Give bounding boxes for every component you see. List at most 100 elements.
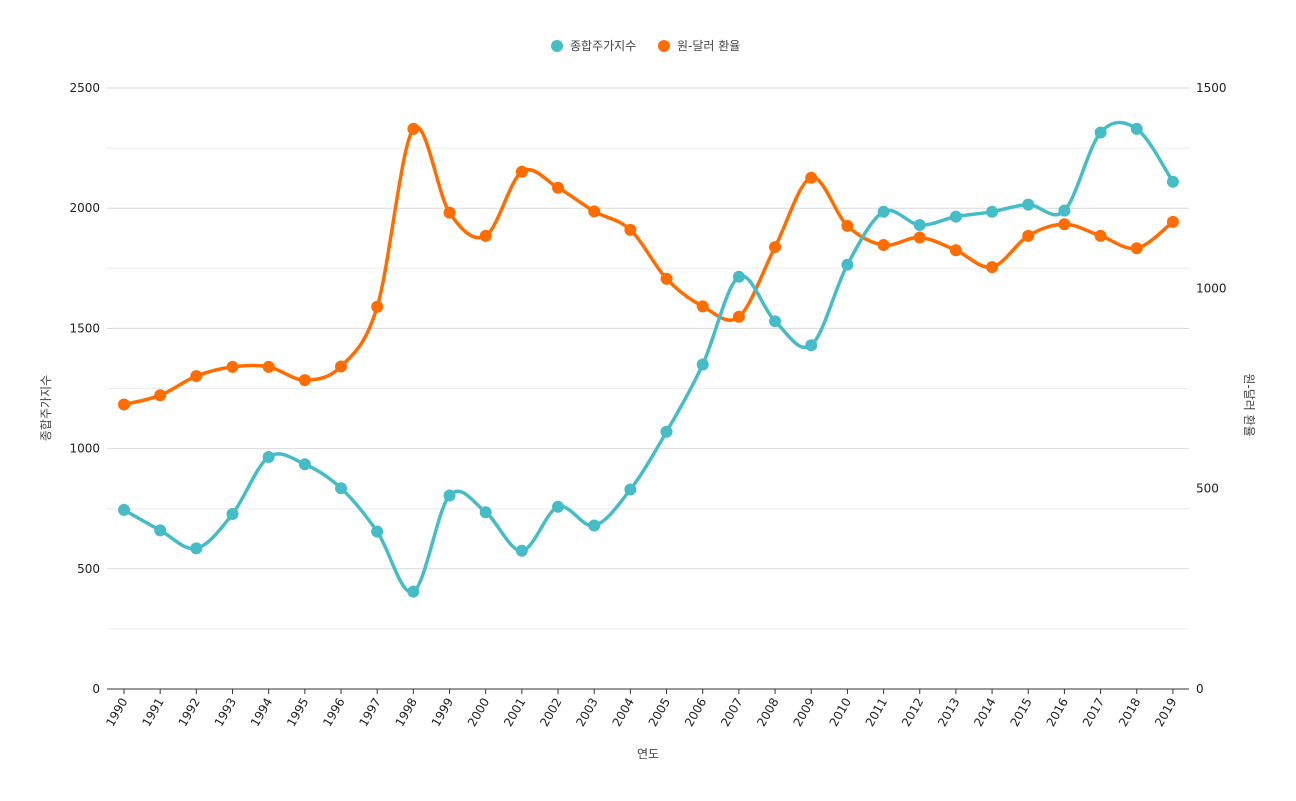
left-y-tick-label: 1000 (69, 442, 100, 456)
exchange-rate-point[interactable] (1130, 242, 1143, 255)
exchange-rate-point[interactable] (588, 205, 601, 218)
x-tick-label: 1990 (103, 696, 130, 729)
x-tick-label: 1992 (176, 696, 203, 729)
kospi-point[interactable] (949, 210, 962, 223)
x-tick-label: 2014 (971, 696, 998, 729)
kospi-point[interactable] (1166, 175, 1179, 188)
x-tick-label: 2013 (935, 696, 962, 729)
exchange-rate-point[interactable] (154, 389, 167, 402)
kospi-point[interactable] (154, 524, 167, 537)
x-tick-label: 1997 (356, 696, 383, 729)
x-tick-label: 2000 (465, 696, 492, 729)
kospi-point[interactable] (190, 542, 203, 555)
exchange-rate-point[interactable] (226, 360, 239, 373)
exchange-rate-point[interactable] (841, 219, 854, 232)
exchange-rate-point[interactable] (443, 206, 456, 219)
exchange-rate-point[interactable] (479, 229, 492, 242)
kospi-point[interactable] (479, 506, 492, 519)
exchange-rate-point[interactable] (1094, 229, 1107, 242)
x-tick-label: 1998 (393, 696, 420, 729)
x-tick-label: 2001 (501, 696, 528, 729)
x-tick-label: 2009 (790, 696, 817, 729)
left-y-tick-label: 1500 (69, 321, 100, 335)
kospi-point[interactable] (443, 489, 456, 502)
x-tick-label: 1995 (284, 696, 311, 729)
series-layer (118, 120, 1179, 598)
kospi-point[interactable] (1022, 198, 1035, 211)
exchange-rate-point[interactable] (877, 239, 890, 252)
kospi-point[interactable] (407, 585, 420, 598)
kospi-point[interactable] (262, 451, 275, 464)
kospi-point[interactable] (841, 258, 854, 271)
exchange-rate-point[interactable] (805, 171, 818, 184)
x-tick-label: 2011 (863, 696, 890, 729)
exchange-rate-point[interactable] (660, 272, 673, 285)
exchange-rate-point[interactable] (769, 241, 782, 254)
x-tick-label: 2008 (754, 696, 781, 729)
exchange-rate-point[interactable] (335, 360, 348, 373)
exchange-rate-point[interactable] (190, 370, 203, 383)
x-tick-label: 2003 (573, 696, 600, 729)
kospi-point[interactable] (660, 425, 673, 438)
exchange-rate-point[interactable] (913, 231, 926, 244)
kospi-point[interactable] (986, 205, 999, 218)
kospi-point[interactable] (226, 507, 239, 520)
kospi-point[interactable] (913, 219, 926, 232)
x-tick-label: 1994 (248, 696, 275, 729)
exchange-rate-point[interactable] (1058, 218, 1071, 231)
kospi-point[interactable] (877, 205, 890, 218)
kospi-point[interactable] (118, 503, 130, 516)
kospi-line (122, 120, 1175, 594)
exchange-rate-point[interactable] (1022, 229, 1035, 242)
kospi-point[interactable] (805, 339, 818, 352)
kospi-point[interactable] (515, 544, 528, 557)
x-tick-label: 1996 (320, 696, 347, 729)
exchange-rate-point[interactable] (371, 300, 384, 313)
kospi-point[interactable] (335, 482, 348, 495)
x-tick-label: 2018 (1116, 696, 1143, 729)
exchange-rate-point[interactable] (262, 360, 275, 373)
x-axis-title: 연도 (637, 747, 659, 761)
kospi-point[interactable] (1058, 204, 1071, 217)
x-tick-label: 2010 (827, 696, 854, 729)
x-tick-label: 2007 (718, 696, 745, 729)
legend-marker-exchange-rate (658, 40, 670, 52)
x-tick-label: 2012 (899, 696, 926, 729)
exchange-rate-point[interactable] (298, 374, 311, 387)
kospi-point[interactable] (1094, 126, 1107, 139)
legend-marker-kospi (551, 40, 563, 52)
x-tick-label: 1999 (429, 696, 456, 729)
exchange-rate-point[interactable] (949, 244, 962, 257)
exchange-rate-point[interactable] (118, 398, 130, 411)
kospi-point[interactable] (769, 315, 782, 328)
exchange-rate-point[interactable] (552, 181, 565, 194)
exchange-rate-point[interactable] (407, 122, 420, 135)
kospi-point[interactable] (552, 500, 565, 513)
kospi-point[interactable] (732, 270, 745, 283)
right-y-tick-label: 0 (1196, 682, 1204, 696)
exchange-rate-point[interactable] (696, 300, 709, 313)
x-tick-label: 1991 (139, 696, 166, 729)
right-y-tick-label: 500 (1196, 482, 1219, 496)
exchange-rate-point[interactable] (515, 165, 528, 178)
kospi-point[interactable] (298, 458, 311, 471)
left-y-tick-label: 2000 (69, 201, 100, 215)
kospi-point[interactable] (624, 483, 637, 496)
exchange-rate-point[interactable] (624, 223, 637, 236)
kospi-point[interactable] (1130, 122, 1143, 135)
legend-label-exchange-rate: 원-달러 환율 (677, 39, 740, 53)
legend-label-kospi: 종합주가지수 (570, 39, 636, 53)
exchange-rate-point[interactable] (986, 261, 999, 274)
series-kospi (118, 120, 1179, 598)
kospi-point[interactable] (588, 519, 601, 532)
exchange-rate-point[interactable] (732, 310, 745, 323)
left-y-tick-label: 500 (77, 562, 100, 576)
x-tick-label: 2017 (1080, 696, 1107, 729)
x-tick-label: 1993 (212, 696, 239, 729)
kospi-point[interactable] (696, 358, 709, 371)
kospi-point[interactable] (371, 525, 384, 538)
x-tick-label: 2002 (537, 696, 564, 729)
exchange-rate-point[interactable] (1166, 215, 1179, 228)
left-y-tick-label: 0 (92, 682, 100, 696)
